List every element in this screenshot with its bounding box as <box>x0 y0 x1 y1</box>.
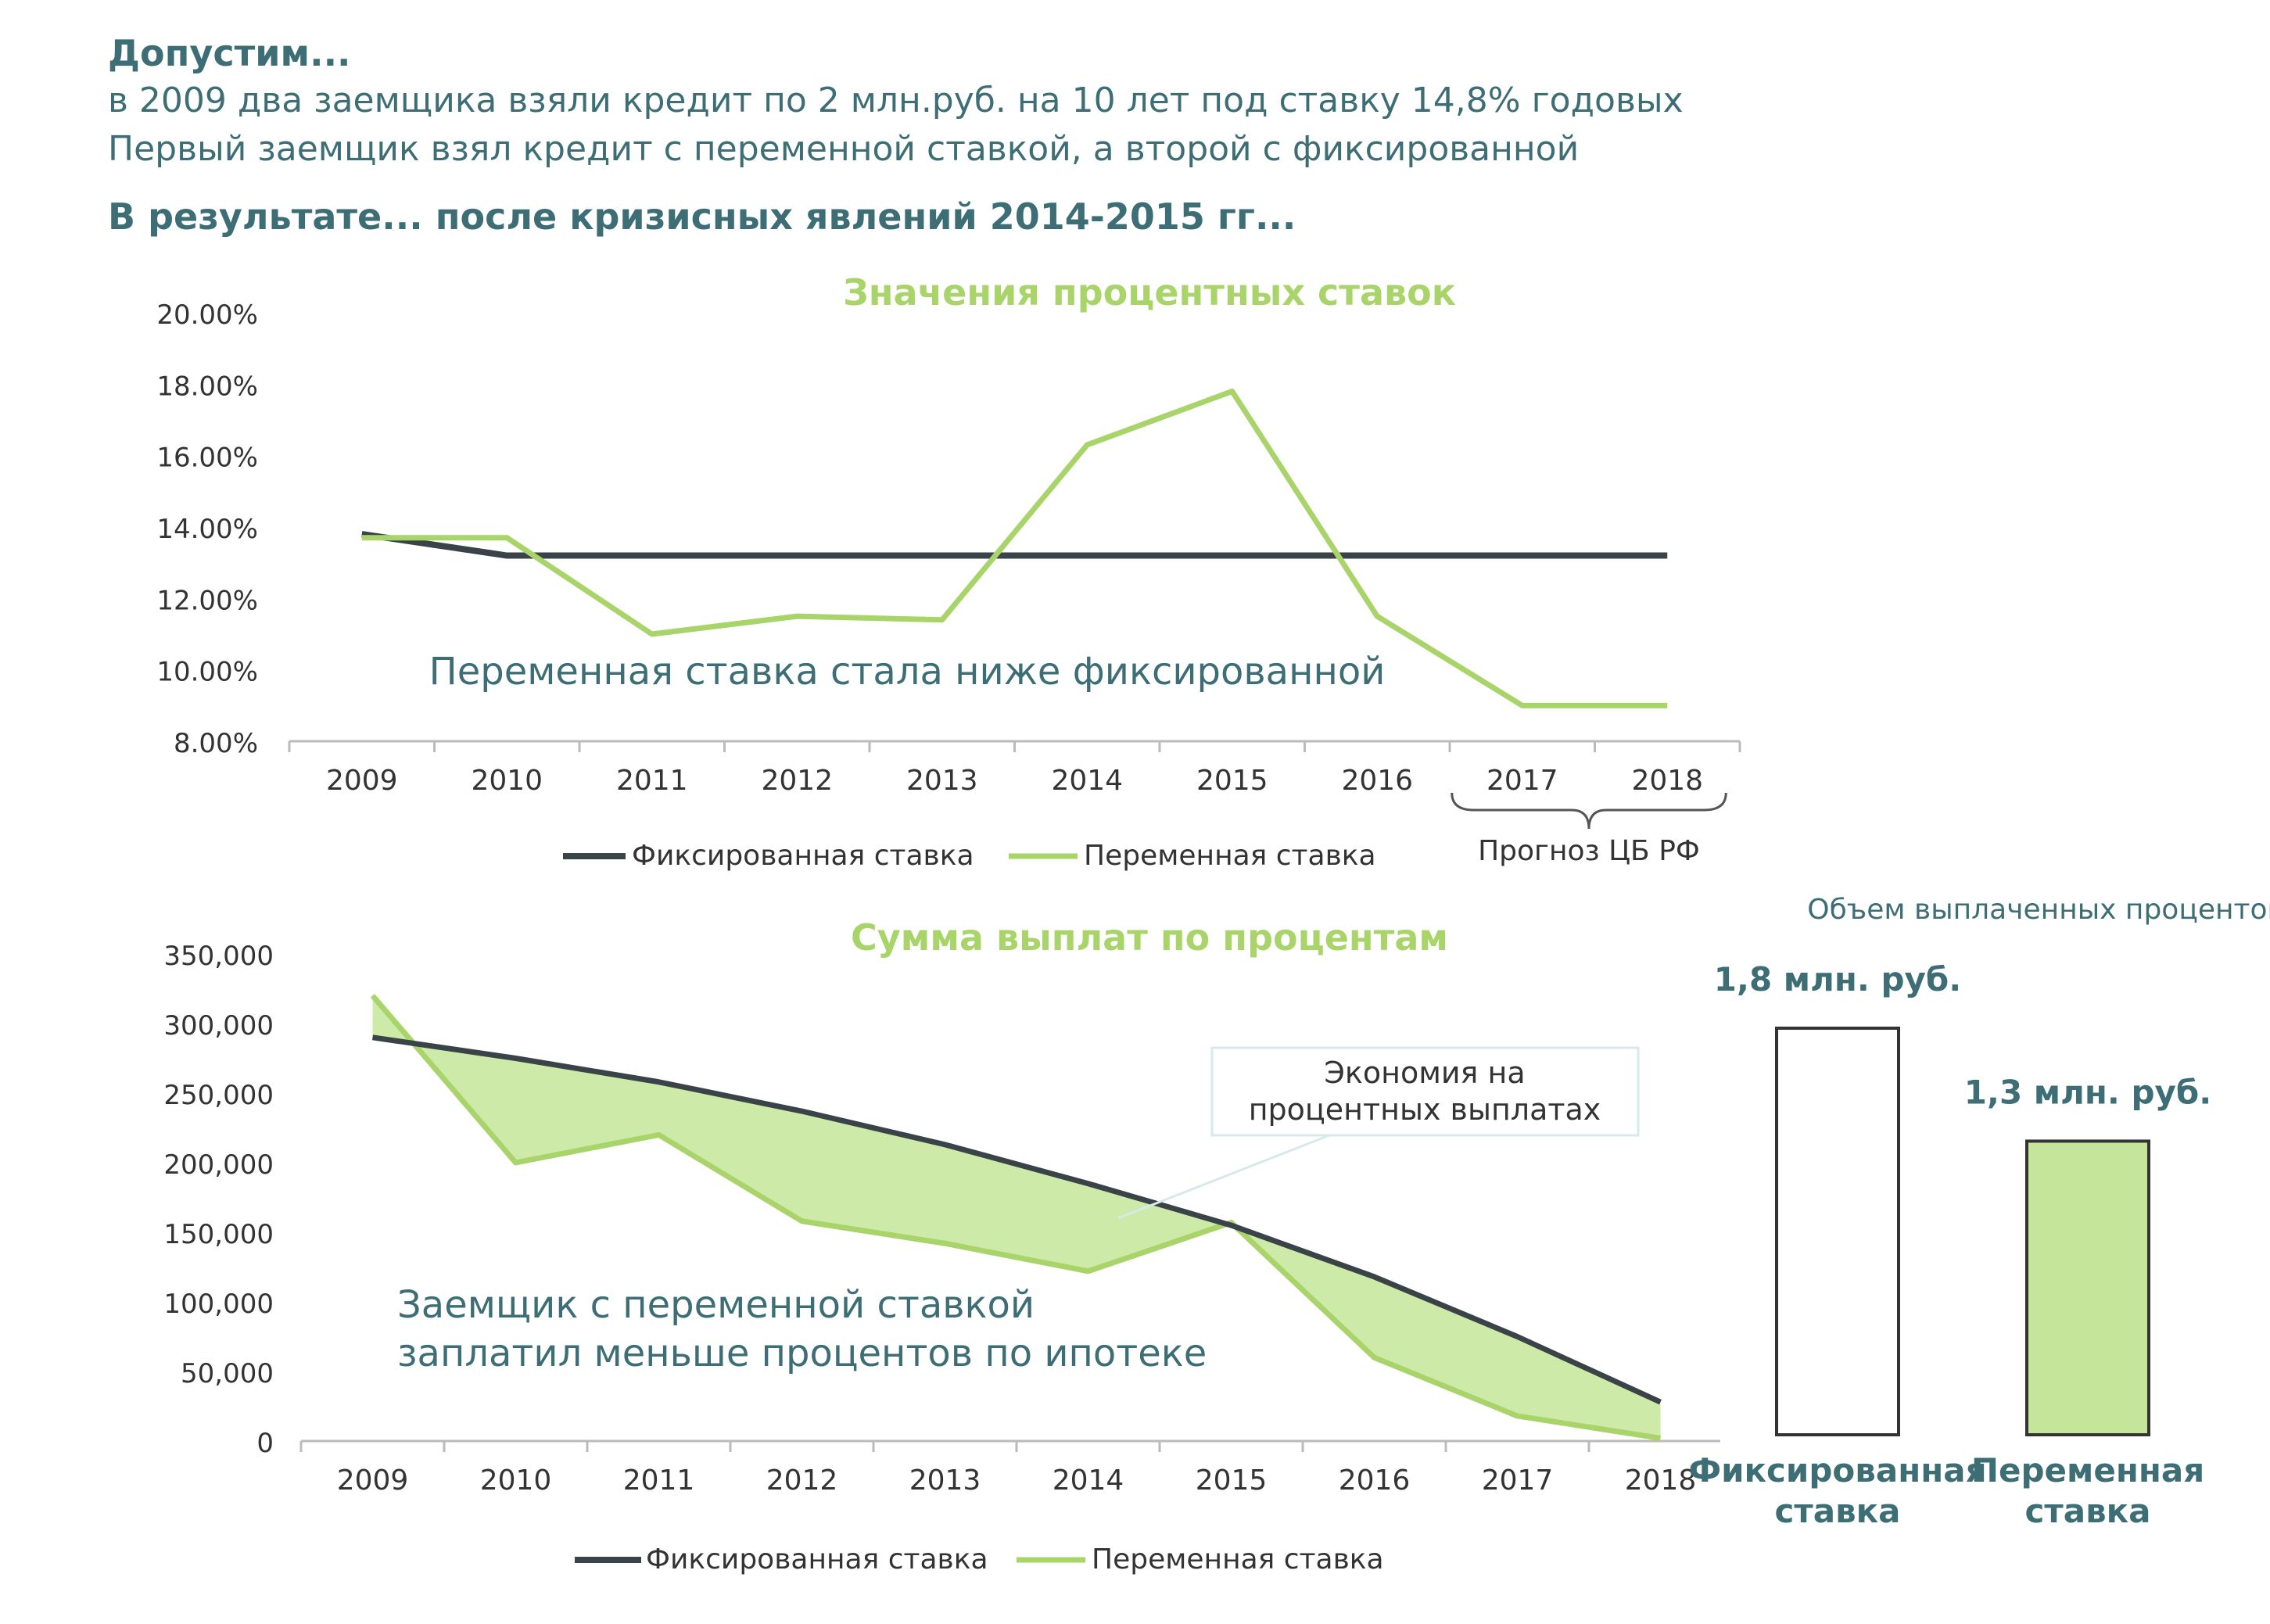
intro-block: Допустим... в 2009 два заемщика взяли кр… <box>108 30 1684 174</box>
chart-title: Значения процентных ставок <box>843 271 1456 314</box>
x-tick-label: 2010 <box>480 1464 552 1497</box>
y-tick-label: 250,000 <box>163 1080 274 1111</box>
y-tick-label: 350,000 <box>163 941 274 972</box>
x-tick-label: 2014 <box>1051 765 1123 797</box>
y-tick-label: 300,000 <box>163 1010 274 1041</box>
y-tick-label: 20.00% <box>156 299 258 331</box>
y-tick-label: 100,000 <box>163 1289 274 1320</box>
x-tick-label: 2014 <box>1053 1464 1124 1497</box>
intro-heading: Допустим... <box>108 32 351 74</box>
x-tick-label: 2012 <box>766 1464 838 1497</box>
y-tick-label: 8.00% <box>174 728 258 759</box>
forecast-label: Прогноз ЦБ РФ <box>1478 835 1700 867</box>
x-tick-label: 2010 <box>471 765 543 797</box>
bar-category-line-1: Фиксированная <box>1688 1451 1986 1490</box>
y-tick-label: 18.00% <box>156 371 258 402</box>
savings-callout-box <box>1210 1046 1640 1137</box>
x-tick-label: 2015 <box>1196 1464 1268 1497</box>
result-heading: В результате... после кризисных явлений … <box>108 195 1296 238</box>
bar-fixed <box>1775 1027 1900 1436</box>
legend-fixed-label: Фиксированная ставка <box>646 1543 988 1576</box>
x-tick-label: 2009 <box>326 765 398 797</box>
chart-title: Сумма выплат по процентам <box>851 916 1448 959</box>
y-tick-label: 200,000 <box>163 1149 274 1181</box>
bar-category-line-1: Переменная <box>1971 1451 2204 1490</box>
payments-annotation-line-2: заплатил меньше процентов по ипотеке <box>397 1332 1207 1375</box>
y-tick-label: 0 <box>256 1428 274 1459</box>
bar-variable <box>2025 1139 2150 1436</box>
rates-chart: Значения процентных ставок 8.00% 10.00% 12.… <box>156 271 1741 872</box>
chart-title: Объем выплаченных процентов <box>1807 894 2270 926</box>
bar-value-label: 1,3 млн. руб. <box>1964 1073 2211 1111</box>
x-tick-label: 2016 <box>1339 1464 1411 1497</box>
savings-area <box>372 995 1661 1439</box>
savings-callout-pointer <box>1117 1134 1330 1220</box>
x-tick-label: 2018 <box>1631 765 1703 797</box>
x-tick-label: 2012 <box>761 765 833 797</box>
legend-variable-label: Переменная ставка <box>1092 1543 1384 1576</box>
variable-payment-line <box>370 994 1662 1441</box>
bar-category-line-2: ставка <box>1774 1492 1900 1530</box>
rates-annotation: Переменная ставка стала ниже фиксированн… <box>429 650 1386 694</box>
payments-annotation-line-1: Заемщик с переменной ставкой <box>397 1283 1035 1327</box>
savings-callout-line-1: Экономия на <box>1324 1056 1525 1090</box>
y-tick-label: 150,000 <box>163 1219 274 1250</box>
x-tick-label: 2013 <box>909 1464 981 1497</box>
variable-rate-line <box>361 388 1668 708</box>
total-interest-chart: Объем выплаченных процентов 1,8 млн. руб.… <box>1688 894 2270 1530</box>
x-tick-label: 2017 <box>1486 765 1558 797</box>
x-tick-label: 2015 <box>1196 765 1268 797</box>
intro-line-1: в 2009 два заемщика взяли кредит по 2 мл… <box>108 81 1684 120</box>
x-tick-label: 2017 <box>1482 1464 1554 1497</box>
intro-line-2: Первый заемщик взял кредит с переменной … <box>108 129 1580 169</box>
x-tick-label: 2011 <box>623 1464 695 1497</box>
x-tick-label: 2018 <box>1625 1464 1697 1497</box>
y-tick-label: 16.00% <box>156 443 258 474</box>
x-tick-label: 2013 <box>906 765 978 797</box>
bar-value-label: 1,8 млн. руб. <box>1714 960 1961 998</box>
fixed-payment-line <box>371 1034 1662 1405</box>
bar-category-line-2: ставка <box>2024 1492 2150 1530</box>
legend-variable-label: Переменная ставка <box>1084 840 1376 872</box>
x-tick-label: 2011 <box>616 765 688 797</box>
legend-fixed-label: Фиксированная ставка <box>632 840 974 872</box>
payments-chart: Сумма выплат по процентам 0 50,000 100,000 1… <box>163 916 1720 1576</box>
savings-callout-line-2: процентных выплатах <box>1249 1092 1601 1127</box>
fixed-rate-line <box>361 531 1668 559</box>
y-tick-label: 10.00% <box>156 657 258 688</box>
y-tick-label: 50,000 <box>181 1358 274 1389</box>
y-tick-label: 14.00% <box>156 514 258 545</box>
x-tick-label: 2009 <box>337 1464 409 1497</box>
y-tick-label: 12.00% <box>156 585 258 616</box>
x-tick-label: 2016 <box>1341 765 1413 797</box>
forecast-brace <box>1451 792 1727 830</box>
